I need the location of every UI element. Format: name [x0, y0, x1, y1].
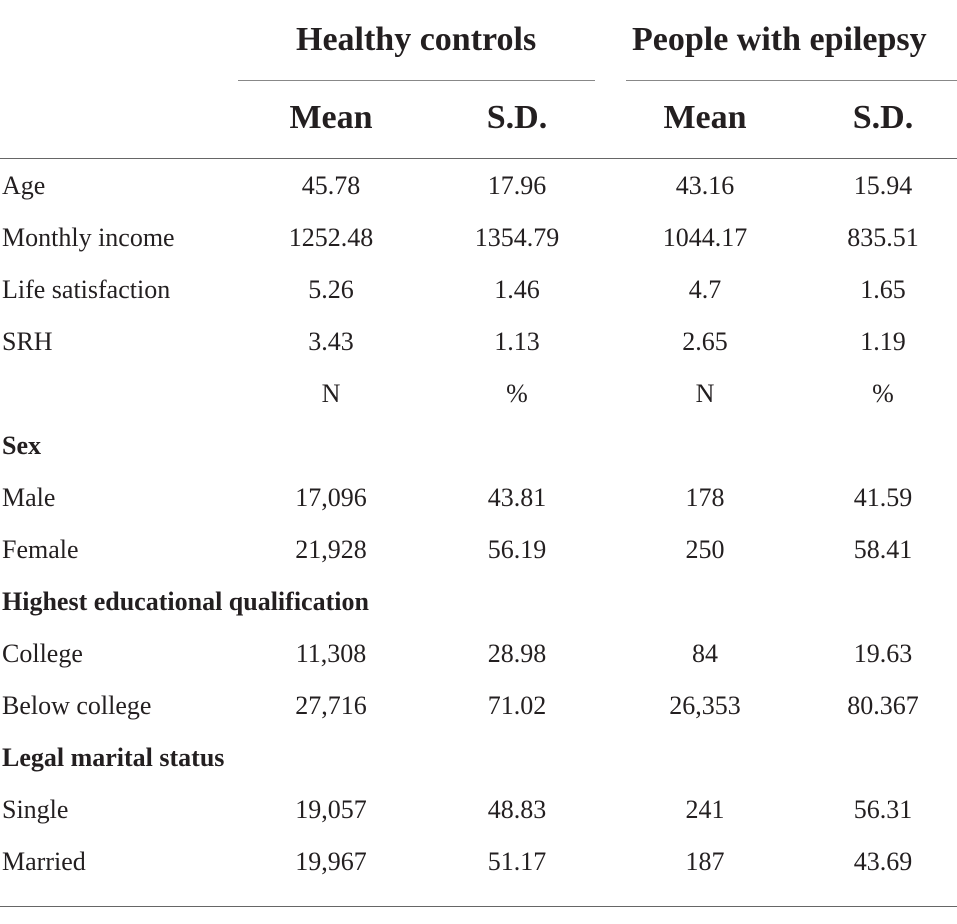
row-label: Life satisfaction [2, 275, 171, 304]
table-cell: 48.83 [487, 795, 547, 824]
table-cell: 19,057 [295, 795, 367, 824]
table-cell: 27,716 [295, 691, 367, 720]
group-header-healthy-controls: Healthy controls [296, 21, 537, 58]
table-cell: 1252.48 [288, 223, 374, 252]
table-cell: N [321, 379, 341, 408]
table-cell: 21,928 [295, 535, 367, 564]
table-cell: 250 [685, 535, 725, 564]
column-header-mean: Mean [663, 99, 747, 136]
table-cell: % [506, 379, 528, 408]
table-cell: 43.16 [675, 171, 735, 200]
row-label: Age [2, 171, 46, 200]
table-cell: N [695, 379, 715, 408]
table-cell: 56.19 [487, 535, 547, 564]
table-cell: 17.96 [487, 171, 547, 200]
table-cell: 28.98 [487, 639, 547, 668]
table-cell: 1.46 [494, 275, 540, 304]
table-row: Married 19,967 51.17 187 43.69 [0, 836, 957, 888]
table-row: N% N% [0, 368, 957, 420]
table-cell: 835.51 [847, 223, 919, 252]
table-cell: 4.7 [688, 275, 722, 304]
row-label: Married [2, 847, 86, 876]
table-cell: 1354.79 [474, 223, 560, 252]
table-cell: 5.26 [308, 275, 354, 304]
group-header-people-with-epilepsy: People with epilepsy [632, 21, 927, 58]
table-row: Male 17,096 43.81 178 41.59 [0, 472, 957, 524]
table-cell: 19.63 [853, 639, 913, 668]
row-label: Monthly income [2, 223, 175, 252]
table-cell: 45.78 [301, 171, 361, 200]
table-cell: 43.69 [853, 847, 913, 876]
table-cell: 26,353 [669, 691, 741, 720]
table-row: Below college 27,716 71.02 26,353 80.367 [0, 680, 957, 732]
row-label: Male [2, 483, 56, 512]
table-cell: 15.94 [853, 171, 913, 200]
row-label: SRH [2, 327, 53, 356]
table-row: Female 21,928 56.19 250 58.41 [0, 524, 957, 576]
table-row: Age 45.78 17.96 43.16 15.94 [0, 160, 957, 212]
column-header-sd: S.D. [486, 99, 548, 136]
table-cell: 17,096 [295, 483, 367, 512]
table-row: Life satisfaction 5.26 1.46 4.7 1.65 [0, 264, 957, 316]
section-label: Highest educational qualification [2, 587, 369, 616]
row-label: Below college [2, 691, 152, 720]
header-rule [0, 158, 957, 159]
table-cell: 11,308 [295, 639, 367, 668]
row-label: Single [2, 795, 69, 824]
table-row: SRH 3.43 1.13 2.65 1.19 [0, 316, 957, 368]
table-row: Single 19,057 48.83 241 56.31 [0, 784, 957, 836]
group-rule-healthy-controls [238, 80, 595, 81]
row-label: College [2, 639, 83, 668]
table-row: College 11,308 28.98 84 19.63 [0, 628, 957, 680]
table-cell: 187 [685, 847, 725, 876]
bottom-rule [0, 906, 957, 907]
column-header-mean: Mean [289, 99, 373, 136]
table-cell: 51.17 [487, 847, 547, 876]
table-cell: % [872, 379, 894, 408]
table-cell: 43.81 [487, 483, 547, 512]
table-cell: 2.65 [682, 327, 728, 356]
section-label: Legal marital status [2, 743, 225, 772]
group-rule-people-with-epilepsy [626, 80, 957, 81]
section-header-row: Sex [0, 420, 957, 472]
table-cell: 71.02 [487, 691, 547, 720]
row-label: Female [2, 535, 79, 564]
section-label: Sex [2, 431, 41, 460]
table-cell: 58.41 [853, 535, 913, 564]
table-cell: 1.65 [860, 275, 906, 304]
table-cell: 41.59 [853, 483, 913, 512]
section-header-row: Highest educational qualification [0, 576, 957, 628]
table-cell: 56.31 [853, 795, 913, 824]
table-cell: 1.13 [494, 327, 540, 356]
table-cell: 19,967 [295, 847, 367, 876]
table-cell: 1044.17 [662, 223, 748, 252]
table-row: Monthly income 1252.48 1354.79 1044.17 835.5… [0, 212, 957, 264]
table-cell: 241 [685, 795, 725, 824]
section-header-row: Legal marital status [0, 732, 957, 784]
table-body: Age 45.78 17.96 43.16 15.94 Monthly income 125… [0, 160, 957, 888]
column-header-sd: S.D. [852, 99, 914, 136]
table-cell: 80.367 [847, 691, 919, 720]
table-cell: 84 [692, 639, 718, 668]
table-cell: 3.43 [308, 327, 354, 356]
table-cell: 1.19 [860, 327, 906, 356]
table-cell: 178 [685, 483, 725, 512]
